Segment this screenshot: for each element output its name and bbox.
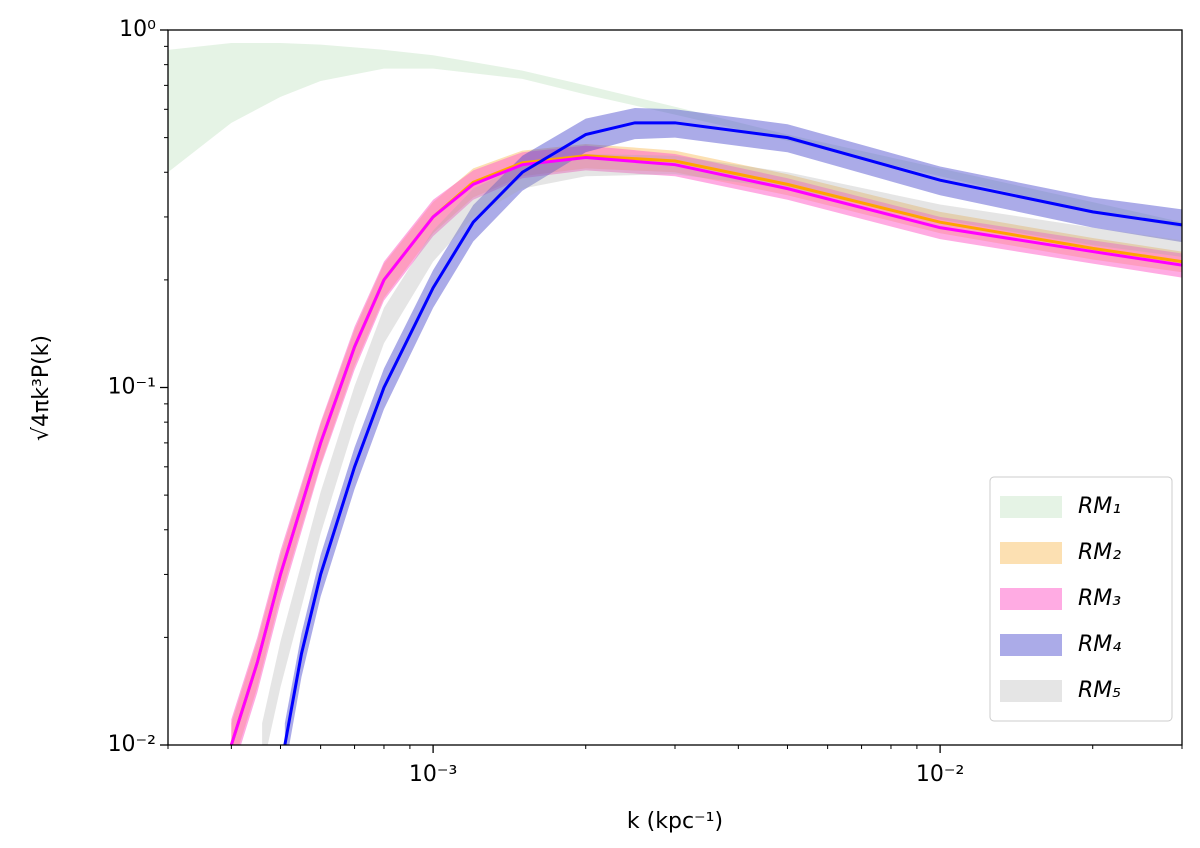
legend-swatch: [1000, 680, 1062, 702]
legend-label: RM₂: [1078, 540, 1121, 565]
legend-label: RM₄: [1078, 632, 1121, 657]
x-axis-label: k (kpc⁻¹): [627, 809, 723, 834]
y-tick-label: 10⁻¹: [108, 375, 156, 400]
legend-label: RM₃: [1078, 586, 1121, 611]
legend-swatch: [1000, 588, 1062, 610]
legend-label: RM₁: [1078, 494, 1121, 519]
legend-swatch: [1000, 634, 1062, 656]
band: [168, 42, 1182, 228]
line: [283, 121, 1182, 745]
x-tick-label: 10⁻³: [409, 762, 457, 787]
y-tick-label: 10⁻²: [108, 732, 156, 757]
legend-box: [989, 476, 1173, 722]
x-tick-label: 10⁻²: [916, 762, 964, 787]
y-axis-label: √4πk³P(k): [29, 335, 54, 441]
y-tick-label: 10⁰: [119, 17, 156, 42]
plot-area: [168, 42, 1182, 745]
legend-label: RM₅: [1078, 678, 1121, 703]
legend-swatch: [1000, 542, 1062, 564]
line: [229, 155, 1182, 745]
legend-swatch: [1000, 496, 1062, 518]
